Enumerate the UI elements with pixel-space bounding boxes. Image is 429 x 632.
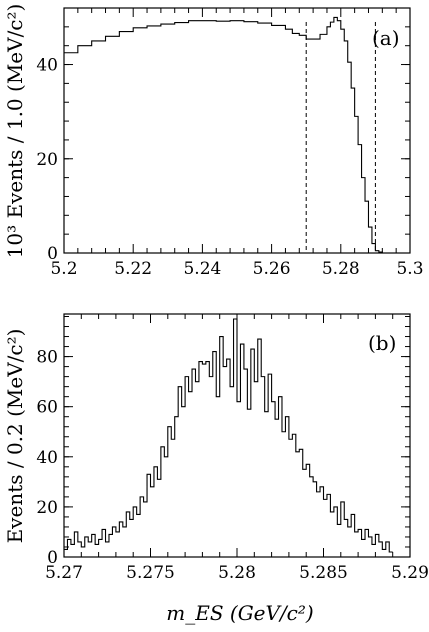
panel-a-x-tick-label: 5.3 [396, 259, 423, 279]
panel-a-x-tick-label: 5.22 [114, 259, 152, 279]
panel-b-x-tick-label: 5.285 [299, 563, 348, 583]
panel-a-y-ticks: 0 20 40 [36, 7, 410, 264]
panel-a-cut-lines [305, 22, 376, 253]
panel-b-y-tick-label: 40 [36, 448, 58, 468]
panel-b-y-ticks: 0 20 40 60 80 [36, 316, 410, 568]
panel-b-x-ticks: 5.27 5.275 5.28 5.285 5.29 [45, 314, 429, 583]
panel-b-x-tick-label: 5.27 [45, 563, 83, 583]
panel-b-x-tick-label: 5.29 [391, 563, 429, 583]
panel-b-y-tick-label: 60 [36, 398, 58, 418]
panel-a-x-tick-label: 5.26 [253, 259, 291, 279]
panel-b-y-axis-label: Events / 0.2 (MeV/c²) [3, 329, 27, 544]
panel-b-x-tick-label: 5.275 [126, 563, 175, 583]
panel-b-histogram [64, 318, 393, 553]
panel-a-y-axis-label: 10³ Events / 1.0 (MeV/c²) [3, 4, 27, 259]
panel-b: 5.27 5.275 5.28 5.285 5.29 0 20 40 60 80 (b) Eve… [3, 313, 429, 583]
panel-a-histogram [64, 16, 397, 254]
panel-a-x-tick-label: 5.24 [183, 259, 221, 279]
panel-b-x-tick-label: 5.28 [218, 563, 256, 583]
panel-a-y-tick-label: 40 [36, 56, 58, 76]
panel-b-y-tick-label: 80 [36, 348, 58, 368]
panel-b-y-tick-label: 0 [47, 548, 58, 568]
x-axis-label: m_ES (GeV/c²) [166, 601, 313, 625]
panel-a-x-tick-label: 5.2 [50, 259, 77, 279]
panel-b-y-tick-label: 20 [36, 498, 58, 518]
panel-a-label: (a) [372, 26, 400, 50]
panel-a: 5.2 5.22 5.24 5.26 5.28 5.3 0 20 40 (a) 10³ Eve… [3, 4, 424, 279]
panel-a-y-tick-label: 0 [47, 244, 58, 264]
panel-a-x-ticks: 5.2 5.22 5.24 5.26 5.28 5.3 [50, 8, 424, 279]
panel-a-x-tick-label: 5.28 [322, 259, 360, 279]
panel-a-frame [63, 7, 411, 254]
panel-b-label: (b) [368, 331, 396, 355]
panel-a-y-tick-label: 20 [36, 150, 58, 170]
